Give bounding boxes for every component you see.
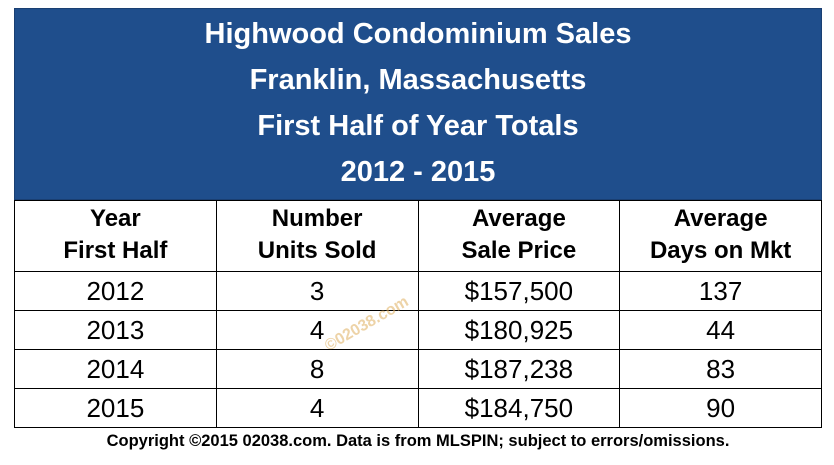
cell-days-on-market: 83 [619,349,822,389]
table-row: 2013 4 $180,925 44 [14,310,822,350]
cell-year: 2013 [14,310,217,350]
cell-year: 2014 [14,349,217,389]
table-row: 2012 3 $157,500 137 [14,271,822,311]
cell-days-on-market: 137 [619,271,822,311]
cell-average-price: $157,500 [417,271,621,311]
sales-table-figure: Highwood Condominium Sales Franklin, Mas… [14,8,822,428]
title-line-1: Highwood Condominium Sales [204,18,632,50]
cell-days-on-market: 90 [619,388,822,428]
cell-year: 2012 [14,271,217,311]
title-line-2: Franklin, Massachusetts [249,64,587,96]
column-header-price: Average Sale Price [417,200,621,272]
column-header-line: Number [271,205,363,232]
column-header-units: Number Units Sold [215,200,419,272]
column-header-line: Year [90,205,141,232]
cell-units-sold: 8 [215,349,419,389]
cell-units-sold: 4 [215,310,419,350]
cell-units-sold: 4 [215,388,419,428]
column-header-line: Average [673,205,768,232]
column-header-days: Average Days on Mkt [619,200,822,272]
copyright-footer: Copyright ©2015 02038.com. Data is from … [106,432,730,450]
table-row: 2014 8 $187,238 83 [14,349,822,389]
column-header-line: Days on Mkt [649,237,792,264]
column-header-line: Units Sold [257,237,377,264]
title-line-4: 2012 - 2015 [340,156,496,188]
cell-year: 2015 [14,388,217,428]
cell-average-price: $187,238 [417,349,621,389]
header-row: Year First Half Number Units Sold Averag… [14,200,822,272]
column-header-line: Average [471,205,566,232]
cell-average-price: $180,925 [417,310,621,350]
title-line-3: First Half of Year Totals [257,110,579,142]
column-header-line: First Half [63,237,168,264]
table-row: 2015 4 $184,750 90 [14,388,822,428]
column-header-year: Year First Half [14,200,217,272]
table-title-banner: Highwood Condominium Sales Franklin, Mas… [14,8,822,200]
column-header-line: Sale Price [461,237,577,264]
cell-days-on-market: 44 [619,310,822,350]
cell-average-price: $184,750 [417,388,621,428]
sales-table: Year First Half Number Units Sold Averag… [14,200,822,428]
cell-units-sold: 3 [215,271,419,311]
